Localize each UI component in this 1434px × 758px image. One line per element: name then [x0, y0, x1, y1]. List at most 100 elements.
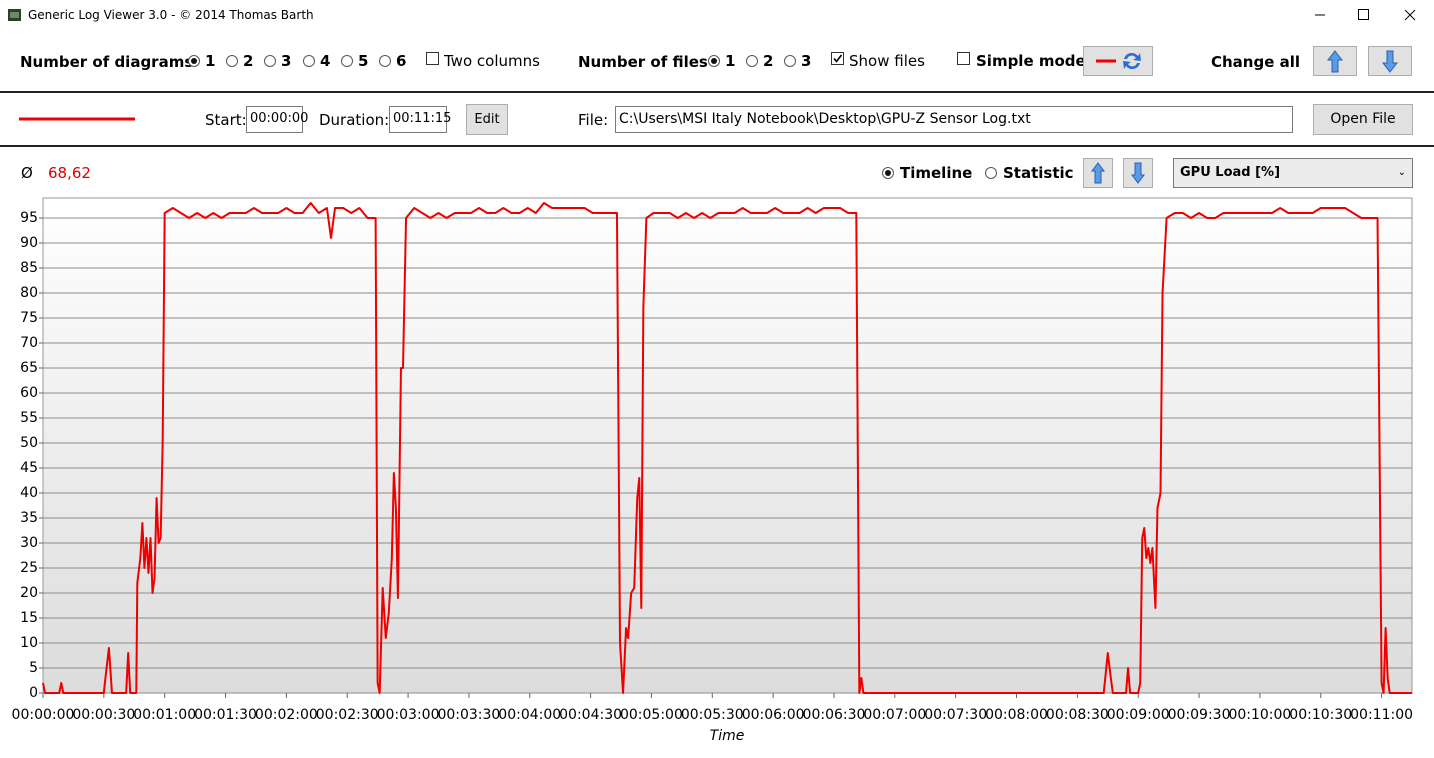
y-tick-label: 10 [20, 635, 38, 651]
start-label: Start: [205, 111, 247, 129]
radio[interactable] [379, 55, 391, 67]
plot-area [42, 197, 1413, 694]
icon [1091, 162, 1105, 184]
radio[interactable] [746, 55, 758, 67]
x-tick-label: 00:07:30 [924, 707, 987, 723]
icon [1381, 50, 1399, 73]
radio[interactable] [303, 55, 315, 67]
channel-dropdown[interactable]: GPU Load [%] ⌄ [1173, 158, 1413, 188]
y-tick-label: 5 [29, 660, 38, 676]
move-down-button[interactable] [1123, 158, 1153, 188]
radio[interactable] [188, 55, 200, 67]
radio-label[interactable]: 2 [763, 52, 774, 70]
x-tick-label: 00:04:00 [498, 707, 561, 723]
radio-label[interactable]: 4 [320, 52, 331, 70]
y-tick-label: 20 [20, 585, 38, 601]
x-tick-label: 00:04:30 [559, 707, 622, 723]
change-all-label: Change all [1211, 53, 1301, 71]
x-tick-label: 00:10:30 [1289, 707, 1352, 723]
y-tick-label: 95 [20, 210, 38, 226]
x-tick-label: 00:01:30 [194, 707, 257, 723]
radio[interactable] [784, 55, 796, 67]
window-title: Generic Log Viewer 3.0 - © 2014 Thomas B… [28, 8, 314, 22]
x-tick-label: 00:08:00 [985, 707, 1048, 723]
y-tick-label: 60 [20, 385, 38, 401]
open-file-button[interactable]: Open File [1313, 104, 1413, 135]
data-line [42, 202, 1412, 694]
checkbox[interactable] [957, 52, 970, 65]
x-tick-label: 00:05:00 [620, 707, 683, 723]
radio-label[interactable]: 3 [801, 52, 812, 70]
radio-label[interactable]: 1 [725, 52, 736, 70]
radio[interactable] [341, 55, 353, 67]
x-tick-label: 00:02:30 [316, 707, 379, 723]
diagrams-label: Number of diagrams [20, 53, 194, 71]
average-value: 68,62 [48, 164, 91, 182]
radio-label[interactable]: 1 [205, 52, 216, 70]
radio[interactable] [226, 55, 238, 67]
duration-input[interactable]: 00:11:15 [389, 106, 451, 133]
color-swap-button[interactable] [1083, 46, 1153, 76]
y-tick-label: 35 [20, 510, 38, 526]
x-tick-label: 00:06:30 [803, 707, 866, 723]
x-tick-label: 00:07:00 [863, 707, 926, 723]
checkbox[interactable] [831, 52, 844, 65]
y-tick-label: 30 [20, 535, 38, 551]
app-icon [8, 9, 21, 21]
separator [0, 145, 1434, 147]
move-up-button[interactable] [1083, 158, 1113, 188]
x-tick-label: 00:03:00 [377, 707, 440, 723]
radio-label[interactable]: 5 [358, 52, 369, 70]
x-tick-label: 00:06:00 [742, 707, 805, 723]
icon [1096, 52, 1141, 70]
checkbox[interactable] [426, 52, 439, 65]
move-up-button[interactable] [1313, 46, 1357, 76]
y-tick-label: 25 [20, 560, 38, 576]
radio-label[interactable]: 2 [243, 52, 254, 70]
window-controls[interactable] [1300, 0, 1434, 30]
icon [1326, 50, 1344, 73]
start-input[interactable]: 00:00:00 [246, 106, 308, 133]
radio-label[interactable]: 3 [281, 52, 292, 70]
x-tick-label: 00:09:00 [1107, 707, 1170, 723]
x-tick-label: 00:00:00 [12, 707, 75, 723]
radio[interactable] [985, 167, 997, 179]
x-tick-label: 00:10:00 [1228, 707, 1291, 723]
y-tick-label: 50 [20, 435, 38, 451]
y-tick-label: 40 [20, 485, 38, 501]
y-tick-label: 80 [20, 285, 38, 301]
y-tick-label: 75 [20, 310, 38, 326]
files-label: Number of files [578, 53, 708, 71]
average-symbol: Ø [21, 164, 33, 182]
checkbox-label[interactable]: Two columns [444, 52, 540, 70]
y-tick-label: 65 [20, 360, 38, 376]
y-tick-label: 70 [20, 335, 38, 351]
statistic-label[interactable]: Statistic [1003, 164, 1074, 182]
edit-button[interactable]: Edit [466, 104, 508, 135]
radio[interactable] [708, 55, 720, 67]
radio[interactable] [882, 167, 894, 179]
x-tick-label: 00:00:30 [72, 707, 135, 723]
y-tick-label: 0 [29, 685, 38, 701]
series-line-sample [19, 117, 135, 121]
checkbox-label[interactable]: Simple mode [976, 52, 1086, 70]
icon [1131, 162, 1145, 184]
y-tick-label: 55 [20, 410, 38, 426]
checkmark [833, 54, 843, 63]
radio-label[interactable]: 6 [396, 52, 407, 70]
x-tick-label: 00:03:30 [437, 707, 500, 723]
duration-label: Duration: [319, 111, 390, 129]
x-axis-label: Time [710, 728, 745, 744]
timeline-label[interactable]: Timeline [900, 164, 973, 182]
file-label: File: [578, 111, 609, 129]
y-tick-label: 45 [20, 460, 38, 476]
channel-name: GPU Load [%] [1180, 165, 1281, 180]
x-tick-label: 00:05:30 [681, 707, 744, 723]
move-down-button[interactable] [1368, 46, 1412, 76]
checkbox-label[interactable]: Show files [849, 52, 925, 70]
file-path-input[interactable]: C:\Users\MSI Italy Notebook\Desktop\GPU-… [615, 106, 1293, 133]
x-tick-label: 00:11:00 [1350, 707, 1413, 723]
radio[interactable] [264, 55, 276, 67]
